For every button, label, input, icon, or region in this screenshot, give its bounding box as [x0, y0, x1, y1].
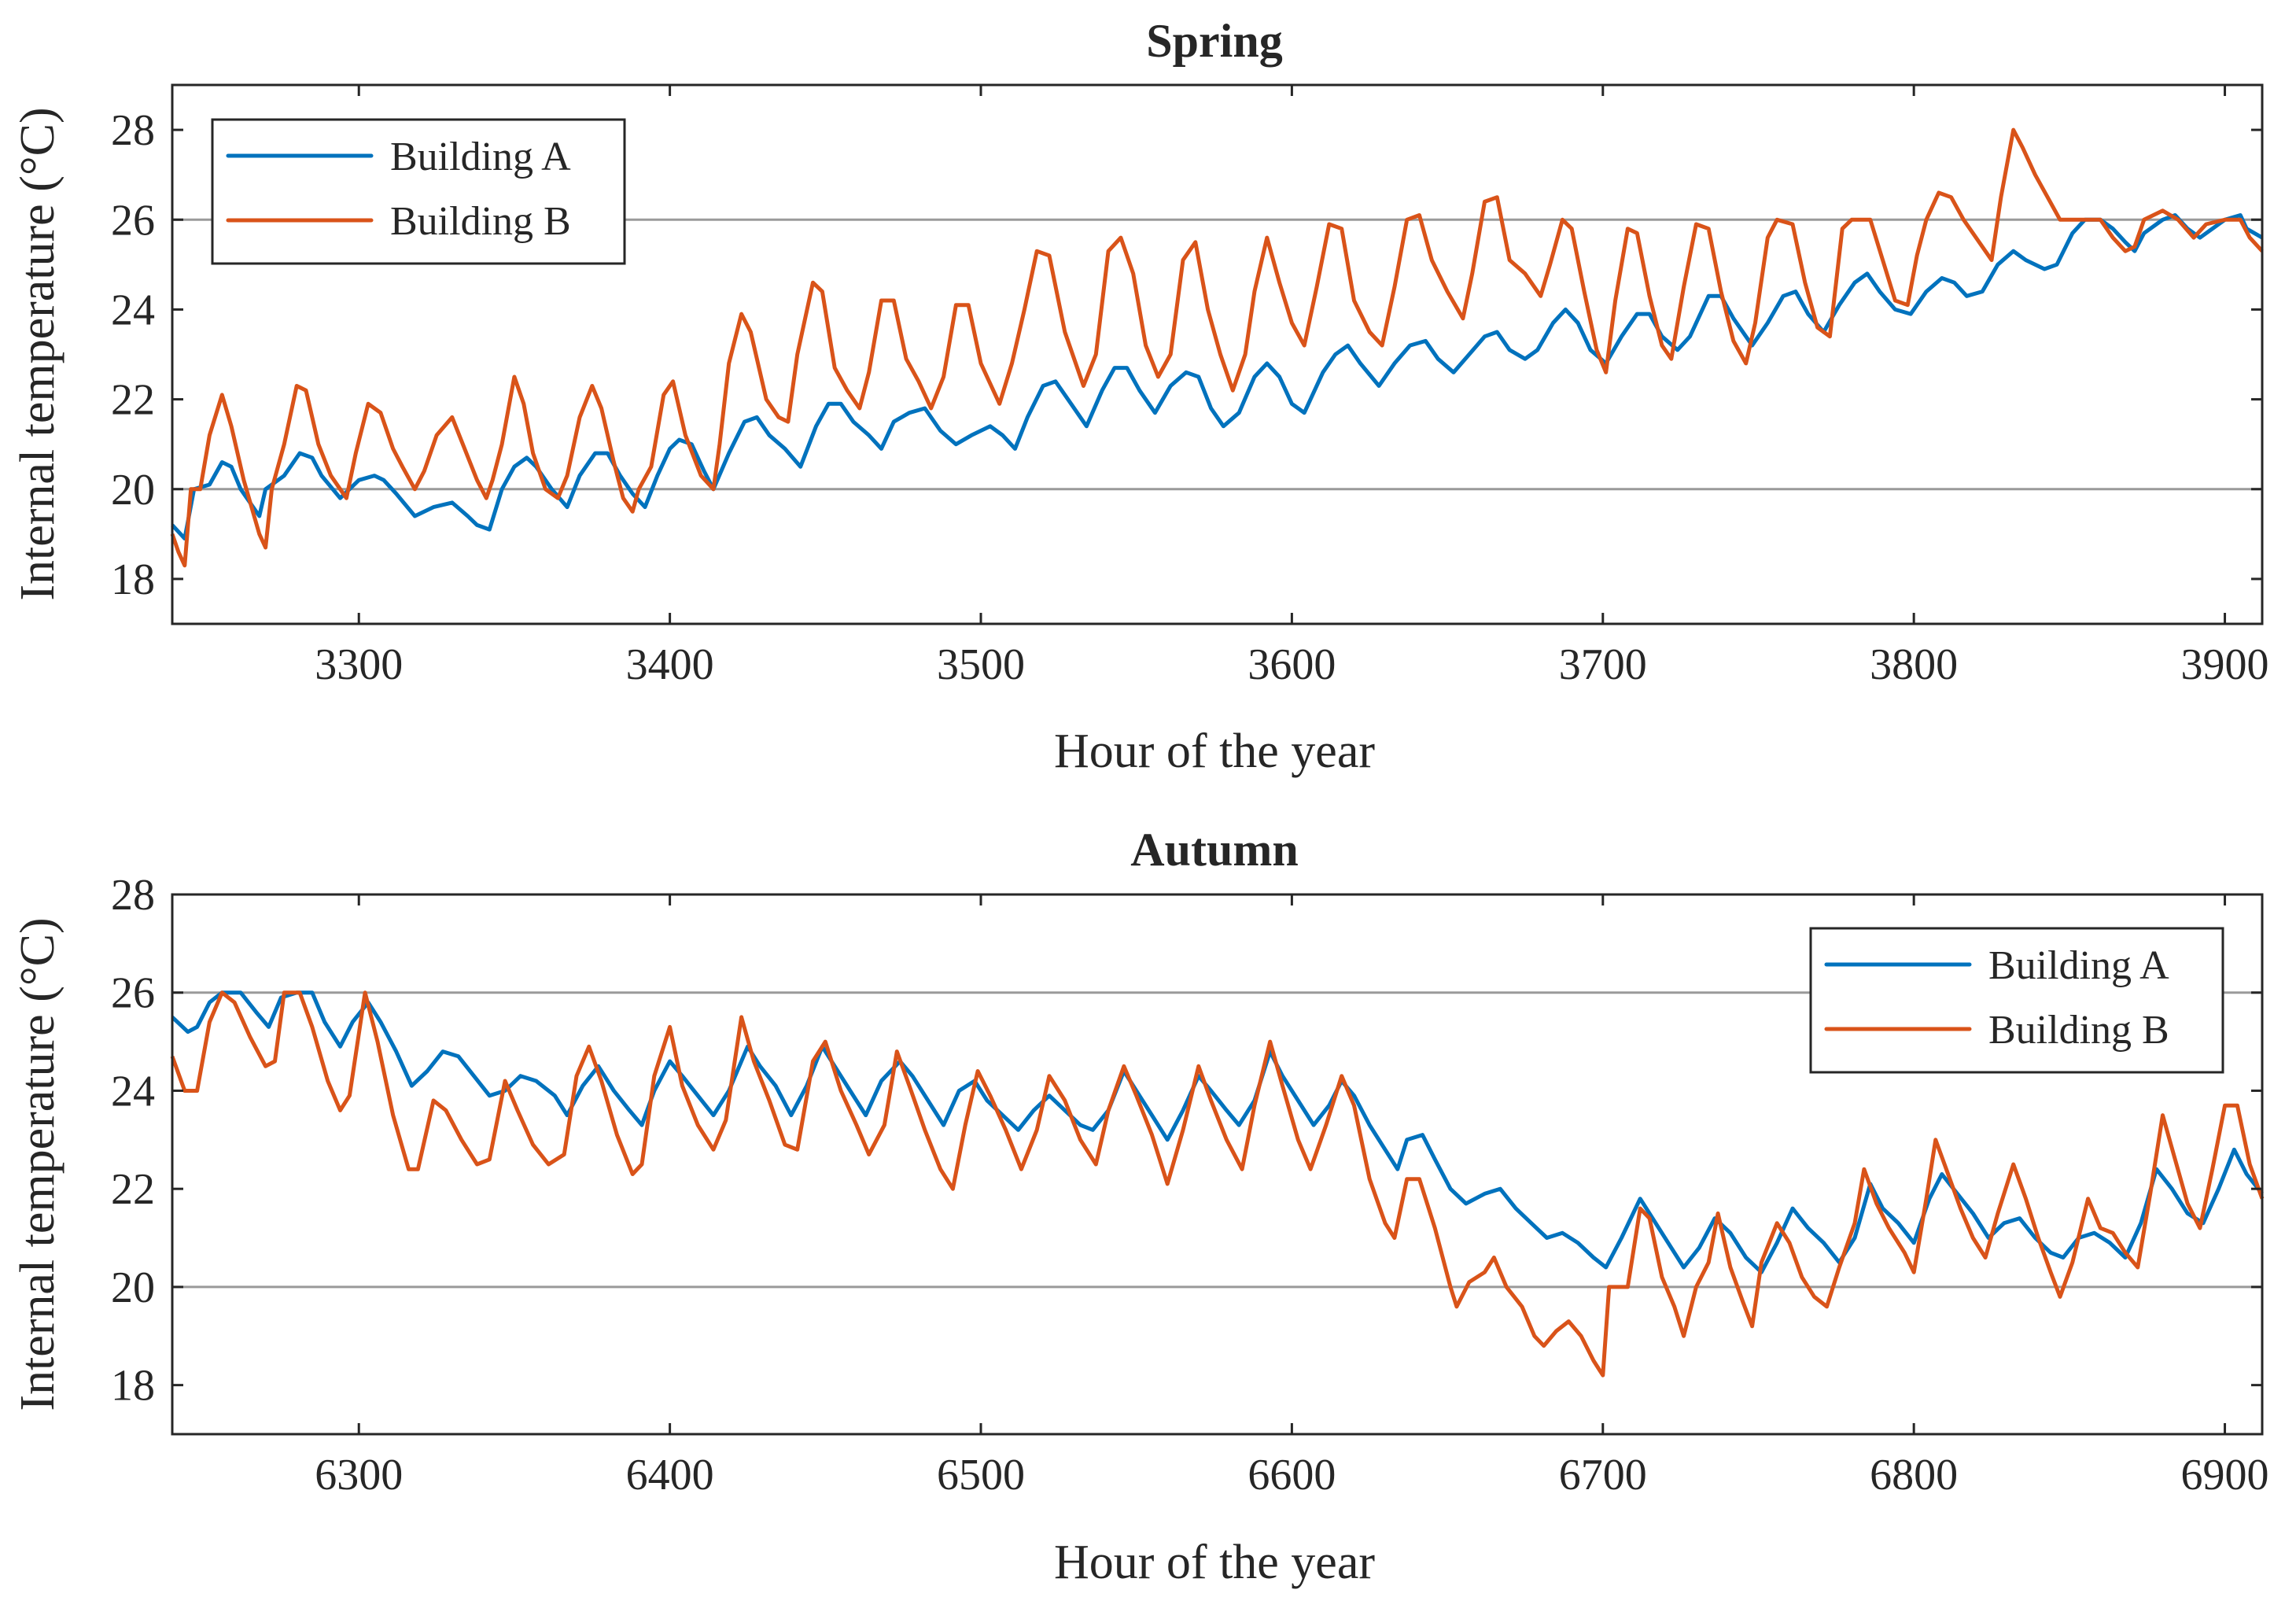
y-tick-label: 22 [111, 376, 155, 425]
plot-frame [171, 893, 2264, 1436]
legend-box [1809, 927, 2224, 1074]
series-line-building-a [171, 990, 2264, 1274]
x-tick-label: 3700 [1559, 640, 1647, 689]
y-tick-label: 20 [111, 1263, 155, 1312]
chart-title: Spring [1146, 15, 1282, 67]
legend-box [211, 118, 626, 265]
y-tick-label: 20 [111, 466, 155, 515]
legend: Building A Building B [211, 118, 626, 265]
y-axis-label: Internal temperature (°C) [11, 917, 64, 1411]
x-axis-label: Hour of the year [1054, 1536, 1375, 1589]
y-tick-label: 28 [111, 871, 155, 920]
autumn-chart: Autumn 6300 6400 6500 6600 6700 6800 6900 18 20… [11, 824, 2269, 1589]
x-tick-label: 6300 [315, 1451, 403, 1499]
y-tick-label: 18 [111, 1362, 155, 1411]
x-tick-label: 3900 [2181, 640, 2269, 689]
y-tick-label: 26 [111, 969, 155, 1018]
y-axis-label: Internal temperature (°C) [11, 107, 64, 600]
legend-label-building-a: Building A [1988, 943, 2169, 988]
x-tick-label: 3400 [626, 640, 714, 689]
legend: Building A Building B [1809, 927, 2224, 1074]
x-tick-label: 3600 [1248, 640, 1336, 689]
x-tick-label: 6500 [937, 1451, 1025, 1499]
x-tick-label: 6900 [2181, 1451, 2269, 1499]
y-tick-label: 24 [111, 286, 155, 334]
chart-title: Autumn [1130, 824, 1298, 876]
y-tick-label: 22 [111, 1165, 155, 1214]
legend-label-building-a: Building A [390, 135, 571, 179]
x-tick-label: 6400 [626, 1451, 714, 1499]
legend-label-building-b: Building B [390, 199, 571, 244]
x-tick-label: 3500 [937, 640, 1025, 689]
x-tick-label: 3300 [315, 640, 403, 689]
y-tick-label: 18 [111, 555, 155, 604]
legend-label-building-b: Building B [1988, 1008, 2169, 1053]
y-tick-label: 24 [111, 1067, 155, 1116]
y-tick-label: 28 [111, 106, 155, 155]
spring-chart: Spring 3300 3400 3500 3600 3700 3800 3900 18 20… [11, 15, 2269, 778]
y-tick-label: 26 [111, 196, 155, 245]
x-tick-label: 6800 [1870, 1451, 1958, 1499]
x-axis-label: Hour of the year [1054, 725, 1375, 778]
plot-frame [171, 83, 2264, 625]
x-tick-label: 3800 [1870, 640, 1958, 689]
x-tick-label: 6700 [1559, 1451, 1647, 1499]
series-line-building-b [170, 990, 2265, 1378]
series-line-building-b [170, 127, 2264, 568]
series-line-building-a [171, 213, 2264, 540]
x-tick-label: 6600 [1248, 1451, 1336, 1499]
